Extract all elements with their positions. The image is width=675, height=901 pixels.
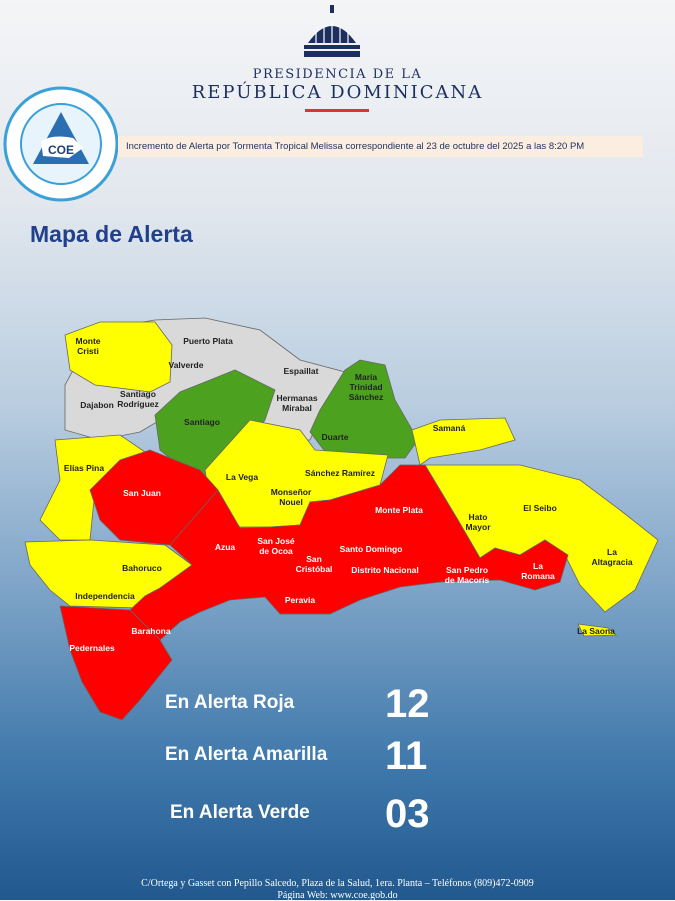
province-label: La Vega (225, 472, 259, 482)
footer-address: C/Ortega y Gasset con Pepillo Salcedo, P… (141, 878, 534, 889)
yellow-alert-count: 11 (385, 734, 428, 778)
province-label: María Trinidad Sánchez (348, 372, 384, 402)
province-label: Puerto Plata (183, 336, 233, 346)
province-label: Barahona (131, 626, 171, 636)
provinces-duarte-maria-trinidad-sanchez (309, 359, 419, 459)
province-label: Azua (214, 542, 236, 552)
province-samana (411, 417, 516, 466)
province-label: Sánchez Ramírez (305, 468, 375, 478)
provinces-barahona-pedernales (59, 605, 173, 721)
province-monte-cristi (64, 321, 173, 393)
province-label: San Pedro de Macorís (444, 565, 490, 585)
provinces-south-central-red (129, 464, 569, 641)
province-label: Santiago Rodríguez (117, 389, 159, 409)
province-label: Elías Pina (63, 463, 105, 473)
province-label: El Seibo (523, 503, 557, 513)
province-label: Monte Cristi (75, 336, 101, 356)
province-label: Hermanas Mirabal (276, 393, 318, 413)
page-title: Mapa de Alerta (30, 221, 193, 247)
province-label: Monte Plata (375, 505, 423, 515)
province-label: Independencia (75, 591, 135, 601)
green-alert-label: En Alerta Verde (170, 802, 310, 823)
green-alert-count: 03 (385, 792, 430, 836)
red-alert-count: 12 (385, 682, 430, 726)
province-label: Monseñor Nouel (270, 487, 312, 507)
presidency-line-2: REPÚBLICA DOMINICANA (191, 82, 484, 103)
province-label: Samaná (432, 423, 466, 433)
province-label: Santiago (184, 417, 220, 427)
province-la-saona (577, 623, 618, 637)
province-label: San José de Ocoa (257, 536, 295, 556)
province-label: Peravia (284, 595, 316, 605)
province-label: Duarte (321, 432, 349, 442)
presidency-line-1: PRESIDENCIA DE LA (252, 67, 423, 82)
header-divider (305, 109, 369, 112)
province-label: Pedernales (69, 643, 115, 653)
svg-text:COE: COE (48, 143, 74, 157)
yellow-alert-label: En Alerta Amarilla (165, 744, 328, 765)
province-label: Espaillat (283, 366, 319, 376)
province-label: Valverde (168, 360, 204, 370)
presidency-dome-emblem (304, 5, 360, 57)
province-label: Bahoruco (122, 563, 162, 573)
province-label: La Saona (577, 626, 615, 636)
province-label: Hato Mayor (465, 512, 491, 532)
province-label: Dajabon (80, 400, 114, 410)
footer-website: Página Web: www.coe.gob.do (277, 890, 398, 901)
province-label: Distrito Nacional (351, 565, 419, 575)
coe-logo: COE (3, 86, 119, 202)
province-label: La Altagracia (591, 547, 633, 567)
alert-banner: Incremento de Alerta por Tormenta Tropic… (118, 136, 643, 157)
province-label: San Cristóbal (295, 554, 333, 574)
province-label: San Juan (123, 488, 161, 498)
province-label: La Romana (521, 561, 555, 581)
red-alert-label: En Alerta Roja (165, 692, 295, 713)
province-label: Santo Domingo (339, 544, 403, 554)
